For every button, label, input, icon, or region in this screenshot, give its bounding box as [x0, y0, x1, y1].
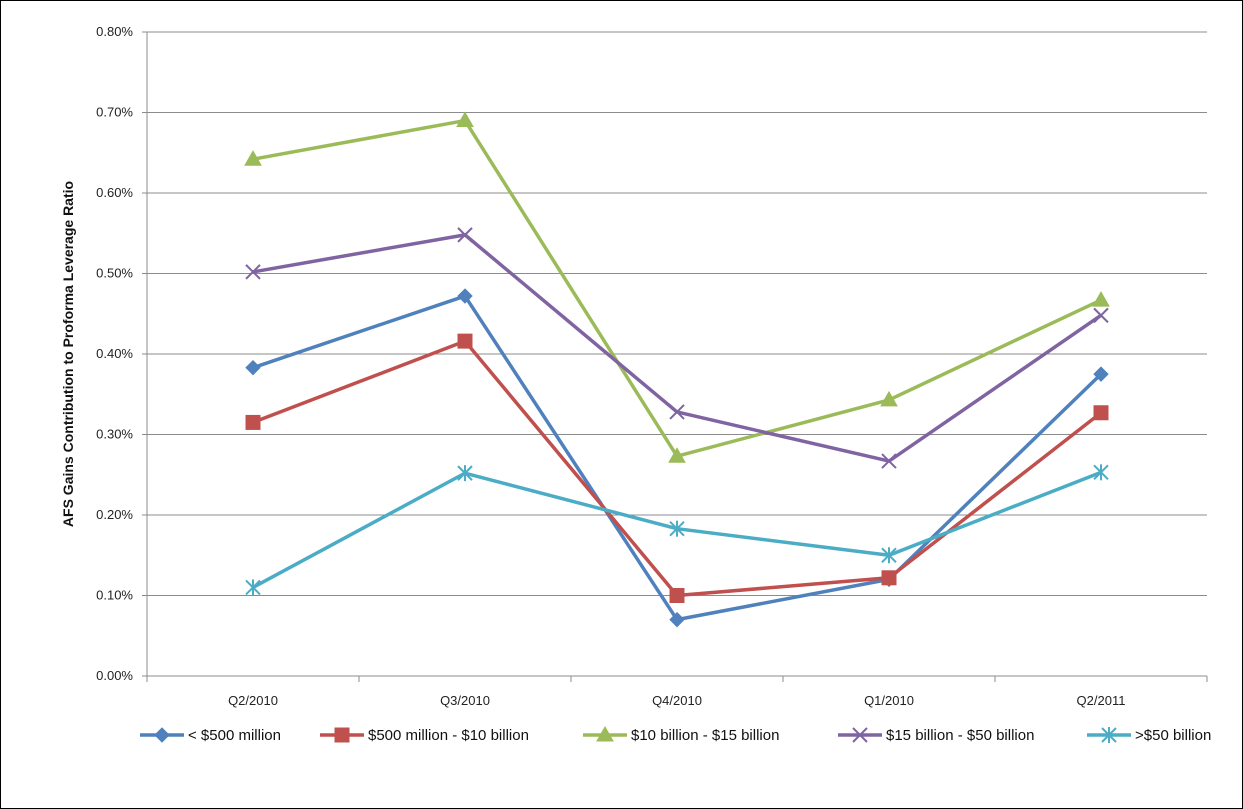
- x-tick-label: Q2/2010: [228, 693, 278, 708]
- data-point: [1092, 291, 1110, 307]
- legend-label: < $500 million: [188, 727, 281, 744]
- y-tick-label: 0.30%: [96, 427, 133, 442]
- data-point: [1093, 405, 1109, 421]
- data-point: [881, 453, 897, 469]
- series-3: [244, 111, 1110, 463]
- legend-label: $10 billion - $15 billion: [631, 727, 779, 744]
- y-tick-label: 0.00%: [96, 668, 133, 683]
- y-tick-label: 0.60%: [96, 185, 133, 200]
- y-tick-label: 0.10%: [96, 588, 133, 603]
- marker-stroke: [1093, 307, 1109, 324]
- y-tick-label: 0.40%: [96, 346, 133, 361]
- y-tick-label: 0.20%: [96, 507, 133, 522]
- y-tick-label: 0.80%: [96, 24, 133, 39]
- series-line: [252, 118, 1102, 458]
- data-point: [880, 390, 898, 407]
- x-tick-labels: Q2/2010 Q3/2010 Q4/2010 Q1/2010 Q2/2011: [228, 693, 1125, 708]
- marker-stroke: [245, 264, 261, 280]
- data-point: [881, 570, 897, 586]
- legend-item: >$50 billion: [1087, 727, 1211, 744]
- marker-stroke: [881, 453, 897, 469]
- data-point: [245, 264, 261, 280]
- data-point: [457, 227, 473, 243]
- data-point: [245, 359, 261, 376]
- legend-item: < $500 million: [140, 727, 281, 744]
- gridlines: [147, 31, 1207, 596]
- series-5: [245, 464, 1109, 596]
- legend-marker: [334, 727, 350, 743]
- data-point: [669, 520, 685, 537]
- series-4: [245, 227, 1109, 469]
- legend-label: $15 billion - $50 billion: [886, 727, 1034, 744]
- data-point: [457, 333, 473, 349]
- x-tick-label: Q4/2010: [652, 693, 702, 708]
- legend-label: $500 million - $10 billion: [368, 727, 529, 744]
- legend-marker: [1101, 727, 1117, 743]
- data-point: [881, 547, 897, 564]
- series-2: [245, 333, 1109, 603]
- data-point: [669, 404, 685, 420]
- data-point: [244, 150, 262, 166]
- marker-stroke: [669, 404, 685, 420]
- series-line: [252, 339, 1103, 598]
- data-point: [668, 447, 686, 463]
- series-group: [244, 111, 1110, 628]
- x-tick-label: Q3/2010: [440, 693, 490, 708]
- legend-marker: [154, 727, 170, 743]
- legend-item: $10 billion - $15 billion: [583, 725, 779, 744]
- x-tick-label: Q1/2010: [864, 693, 914, 708]
- data-point: [456, 111, 474, 128]
- data-point: [245, 579, 261, 596]
- series-line: [252, 233, 1102, 463]
- y-tick-label: 0.50%: [96, 266, 133, 281]
- legend-label: >$50 billion: [1135, 727, 1211, 744]
- legend-item: $500 million - $10 billion: [320, 727, 529, 744]
- data-point: [457, 465, 473, 482]
- legend-item: $15 billion - $50 billion: [838, 727, 1034, 744]
- data-point: [1093, 464, 1109, 481]
- data-point: [1093, 307, 1109, 324]
- axes: [142, 31, 1208, 682]
- y-axis-label: AFS Gains Contribution to Proforma Lever…: [60, 181, 76, 527]
- data-point: [245, 414, 261, 430]
- data-point: [457, 288, 473, 304]
- data-point: [669, 611, 685, 628]
- data-point: [1093, 366, 1109, 382]
- marker-stroke: [852, 727, 868, 743]
- data-point: [669, 588, 685, 603]
- legend-marker: [852, 727, 868, 743]
- y-tick-label: 0.70%: [96, 105, 133, 120]
- y-tick-labels: 0.00% 0.10% 0.20% 0.30% 0.40% 0.50% 0.60% 0.70%…: [96, 24, 133, 683]
- x-tick-label: Q2/2011: [1077, 693, 1126, 708]
- legend-marker: [596, 725, 614, 742]
- legend: < $500 million $500 million - $10 billion…: [140, 725, 1211, 744]
- marker-stroke: [457, 227, 473, 243]
